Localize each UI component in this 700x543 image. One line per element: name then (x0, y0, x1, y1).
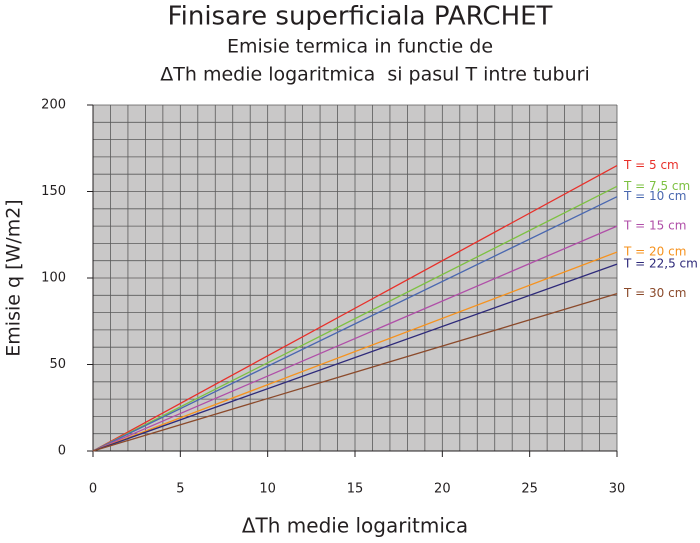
chart-subtitle: ΔTh medie logaritmica si pasul T intre t… (160, 64, 589, 86)
series-line (92, 292, 618, 452)
chart-subtitle: Emisie termica in functie de (227, 36, 493, 58)
series-label: T = 15 cm (623, 219, 686, 233)
series-label: T = 22,5 cm (623, 257, 698, 271)
x-tick-label: 0 (89, 482, 97, 497)
series-label: T = 20 cm (623, 245, 686, 259)
x-tick-label: 30 (609, 482, 626, 497)
series-line (92, 185, 618, 452)
x-tick-label: 15 (347, 482, 364, 497)
series-label: T = 5 cm (623, 158, 679, 172)
x-tick-label: 20 (434, 482, 451, 497)
y-tick-label: 0 (58, 444, 66, 459)
x-tick-label: 10 (259, 482, 276, 497)
series-line (92, 196, 618, 452)
series-label: T = 7,5 cm (623, 179, 690, 193)
series-line (92, 164, 618, 452)
x-axis-label: ΔTh medie logaritmica (242, 514, 468, 538)
y-axis-label: Emisie q [W/m2] (3, 199, 25, 356)
y-tick-label: 100 (41, 271, 66, 286)
series-label: T = 10 cm (623, 189, 686, 203)
series-label: T = 30 cm (623, 286, 686, 300)
series-line (92, 251, 618, 452)
y-tick-label: 150 (41, 184, 66, 199)
chart-title: Finisare superficiala PARCHET (168, 2, 553, 32)
y-tick-label: 200 (41, 98, 66, 113)
series-line (92, 263, 618, 452)
series-line (92, 225, 618, 452)
x-tick-label: 5 (176, 482, 184, 497)
x-tick-label: 25 (521, 482, 538, 497)
y-tick-label: 50 (49, 357, 66, 372)
